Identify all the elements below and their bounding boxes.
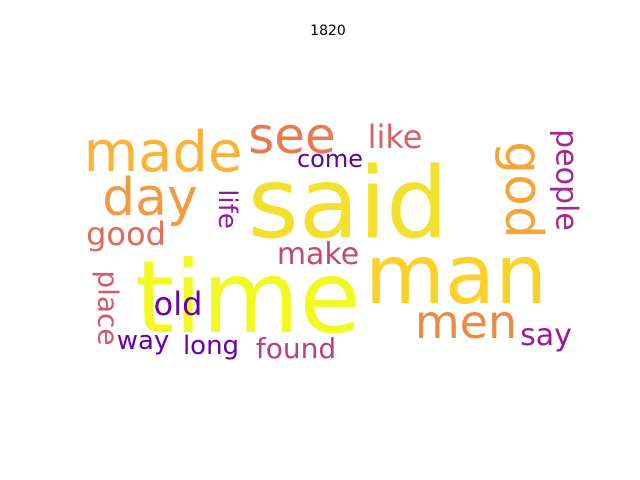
word-way: way: [117, 326, 170, 356]
word-people: people: [549, 129, 584, 231]
word-place: place: [92, 270, 125, 345]
word-men: men: [415, 295, 517, 349]
word-time: time: [135, 239, 361, 356]
word-make: make: [277, 237, 359, 272]
word-see: see: [248, 107, 336, 165]
word-say: say: [520, 318, 572, 353]
word-like: like: [368, 118, 423, 156]
word-day: day: [102, 168, 198, 228]
chart-title: 1820: [310, 23, 346, 39]
word-good: good: [86, 215, 166, 253]
word-long: long: [183, 331, 239, 361]
word-found: found: [256, 332, 336, 365]
word-come: come: [297, 145, 363, 173]
word-said: said: [248, 147, 449, 261]
word-made: made: [84, 120, 243, 185]
word-god: god: [493, 141, 553, 239]
word-old: old: [154, 285, 203, 323]
word-man: man: [365, 228, 547, 323]
word-life: life: [212, 189, 242, 229]
